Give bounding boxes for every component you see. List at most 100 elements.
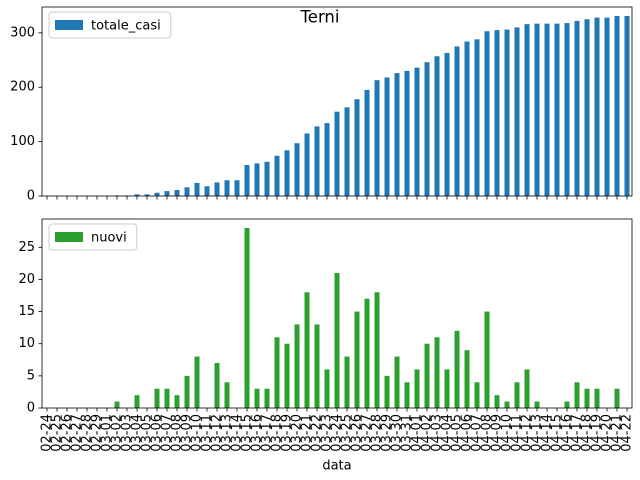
bar: [304, 292, 310, 408]
bar: [374, 80, 380, 196]
bar: [244, 228, 250, 408]
bar: [404, 382, 410, 408]
bar: [464, 350, 470, 408]
x-tick-label: 04-17: [570, 414, 585, 452]
x-tick-label: 04-13: [530, 414, 545, 452]
bar: [474, 382, 480, 408]
bar: [454, 330, 460, 408]
y-tick-label: 0: [27, 401, 35, 416]
bar: [384, 77, 390, 196]
x-axis-label: data: [322, 459, 351, 474]
x-tick-label: 03-30: [390, 414, 405, 452]
bar: [154, 388, 160, 408]
bar: [454, 46, 460, 196]
x-tick-label: 03-16: [250, 414, 265, 452]
bar: [324, 369, 330, 408]
x-tick-label: 03-01: [100, 414, 115, 452]
x-tick-label: 04-21: [610, 414, 625, 452]
x-tick-label: 04-11: [510, 414, 525, 452]
bar: [504, 29, 510, 196]
bar: [214, 363, 220, 408]
legend-box: [48, 223, 138, 251]
bar: [384, 375, 390, 408]
bar: [594, 17, 600, 196]
bar: [214, 182, 220, 196]
x-tick-label: 03-06: [150, 414, 165, 452]
bar: [444, 52, 450, 196]
bar: [344, 356, 350, 408]
x-tick-label: 03-18: [270, 414, 285, 452]
bar: [274, 155, 280, 196]
bar: [194, 182, 200, 196]
y-tick-label: 0: [27, 189, 35, 204]
axes-frame: [41, 218, 633, 409]
y-tick-label: 300: [10, 25, 35, 40]
x-tick-label: 03-25: [340, 414, 355, 452]
y-tick-label: 20: [18, 272, 35, 287]
bar: [424, 62, 430, 196]
x-tick-label: 03-11: [200, 414, 215, 452]
x-tick-label: 03-21: [300, 414, 315, 452]
bar: [524, 24, 530, 196]
x-tick-label: 02-28: [80, 414, 95, 452]
x-tick-label: 03-27: [360, 414, 375, 452]
x-tick-label: 03-15: [240, 414, 255, 452]
bar: [254, 163, 260, 196]
bar: [584, 388, 590, 408]
bar: [184, 187, 190, 196]
x-tick-label: 03-02: [110, 414, 125, 452]
bar: [244, 165, 250, 196]
x-tick-label: 03-09: [180, 414, 195, 452]
bar: [584, 19, 590, 196]
x-tick-label: 02-29: [90, 414, 105, 452]
bar: [504, 401, 510, 408]
x-tick-label: 04-06: [460, 414, 475, 452]
bar: [404, 70, 410, 196]
x-tick-label: 04-12: [520, 414, 535, 452]
x-tick-label: 02-27: [70, 414, 85, 452]
x-tick-label: 02-25: [50, 414, 65, 452]
x-tick-label: 03-24: [330, 414, 345, 452]
bar: [534, 23, 540, 196]
legend: nuovi: [48, 223, 138, 251]
bar: [354, 311, 360, 408]
legend-swatch: [55, 20, 83, 30]
bar: [574, 382, 580, 408]
bar: [604, 17, 610, 196]
x-tick-label: 04-03: [430, 414, 445, 452]
bar: [184, 375, 190, 408]
bar: [484, 311, 490, 408]
x-tick-label: 04-01: [410, 414, 425, 452]
x-tick-label: 03-31: [400, 414, 415, 452]
x-tick-label: 04-16: [560, 414, 575, 452]
bar: [564, 23, 570, 196]
bar: [154, 192, 160, 196]
bar: [414, 369, 420, 408]
bar: [294, 143, 300, 196]
legend-label: nuovi: [91, 231, 127, 246]
bar: [494, 395, 500, 408]
bar: [334, 111, 340, 196]
bar: [474, 39, 480, 197]
x-tick-label: 04-09: [490, 414, 505, 452]
x-tick-label: 03-29: [380, 414, 395, 452]
bar: [524, 369, 530, 408]
bar: [614, 388, 620, 408]
bar: [264, 388, 270, 408]
legend-box: [48, 11, 172, 39]
x-tick-label: 04-19: [590, 414, 605, 452]
bar: [344, 107, 350, 196]
y-tick-label: 25: [18, 240, 35, 255]
bar: [544, 23, 550, 196]
bar: [114, 401, 120, 408]
x-tick-label: 03-20: [290, 414, 305, 452]
bar: [134, 395, 140, 408]
bar: [164, 388, 170, 408]
bar: [514, 382, 520, 408]
bar: [364, 89, 370, 196]
bar: [444, 369, 450, 408]
x-tick-label: 03-26: [350, 414, 365, 452]
x-tick-label: 04-10: [500, 414, 515, 452]
x-tick-label: 03-10: [190, 414, 205, 452]
